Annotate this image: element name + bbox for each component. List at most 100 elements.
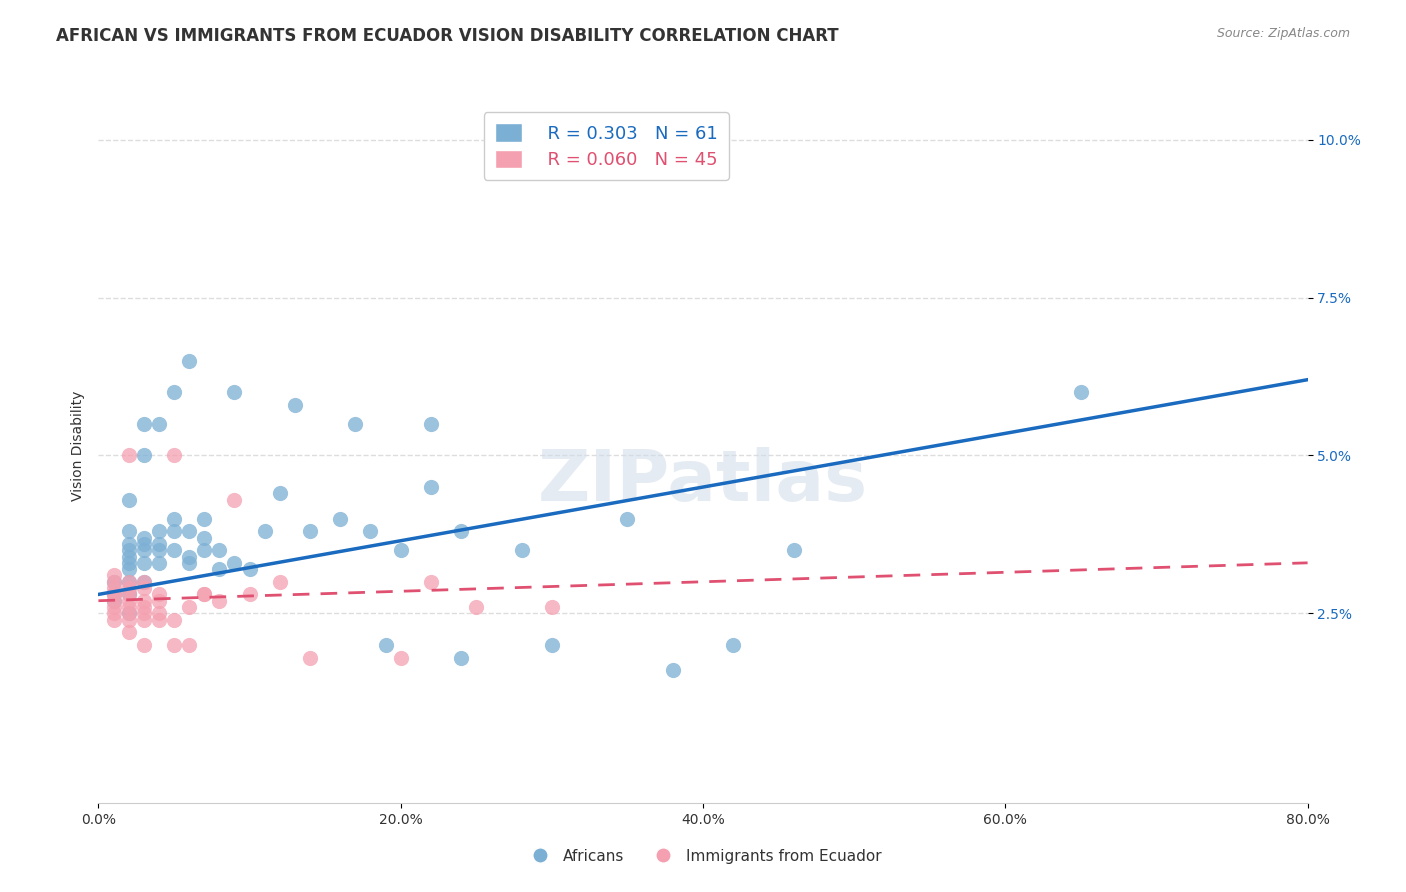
Point (132, 581, 155, 595)
Point (118, 600, 141, 615)
Point (148, 607, 170, 621)
Point (239, 587, 262, 601)
Point (239, 562, 262, 576)
Point (148, 593, 170, 607)
Point (118, 607, 141, 621)
Point (103, 568, 125, 582)
Point (103, 587, 125, 601)
Point (193, 531, 215, 545)
Point (163, 385, 186, 400)
Point (193, 543, 215, 558)
Point (208, 593, 231, 607)
Point (118, 587, 141, 601)
Point (329, 511, 352, 525)
Point (103, 600, 125, 615)
Point (118, 549, 141, 564)
Point (420, 417, 443, 431)
Point (193, 587, 215, 601)
Point (132, 556, 155, 570)
Point (661, 663, 683, 677)
Point (103, 593, 125, 607)
Point (148, 587, 170, 601)
Point (723, 638, 745, 652)
Point (148, 417, 170, 431)
Point (224, 492, 246, 507)
Point (450, 524, 472, 539)
Legend: Africans, Immigrants from Ecuador: Africans, Immigrants from Ecuador (519, 843, 887, 870)
Point (224, 556, 246, 570)
Point (420, 480, 443, 494)
Point (299, 524, 322, 539)
Text: ZIPatlas: ZIPatlas (538, 447, 868, 516)
Point (420, 574, 443, 589)
Point (148, 613, 170, 627)
Point (208, 562, 231, 576)
Point (193, 587, 215, 601)
Point (179, 524, 201, 539)
Point (118, 537, 141, 551)
Point (344, 417, 367, 431)
Point (132, 600, 155, 615)
Point (103, 587, 125, 601)
Point (118, 492, 141, 507)
Point (132, 574, 155, 589)
Point (148, 543, 170, 558)
Point (540, 638, 562, 652)
Point (103, 574, 125, 589)
Point (269, 574, 291, 589)
Point (118, 587, 141, 601)
Point (163, 613, 186, 627)
Point (163, 449, 186, 463)
Point (118, 543, 141, 558)
Point (132, 531, 155, 545)
Point (224, 385, 246, 400)
Point (389, 650, 412, 665)
Point (360, 524, 382, 539)
Point (118, 581, 141, 595)
Point (179, 549, 201, 564)
Point (118, 593, 141, 607)
Point (103, 574, 125, 589)
Point (179, 638, 201, 652)
Point (132, 607, 155, 621)
Point (132, 543, 155, 558)
Point (163, 511, 186, 525)
Point (163, 543, 186, 558)
Point (118, 449, 141, 463)
Legend:   R = 0.303   N = 61,   R = 0.060   N = 45: R = 0.303 N = 61, R = 0.060 N = 45 (484, 112, 728, 180)
Point (148, 556, 170, 570)
Point (450, 650, 472, 665)
Text: Source: ZipAtlas.com: Source: ZipAtlas.com (1216, 27, 1350, 40)
Point (118, 574, 141, 589)
Point (132, 613, 155, 627)
Point (118, 556, 141, 570)
Point (193, 511, 215, 525)
Point (1070, 385, 1092, 400)
Point (163, 638, 186, 652)
Point (132, 537, 155, 551)
Point (179, 600, 201, 615)
Point (389, 543, 412, 558)
Point (132, 449, 155, 463)
Point (103, 593, 125, 607)
Point (132, 638, 155, 652)
Point (163, 524, 186, 539)
Point (208, 543, 231, 558)
Point (148, 537, 170, 551)
Point (103, 607, 125, 621)
Point (103, 587, 125, 601)
Y-axis label: Vision Disability: Vision Disability (70, 391, 84, 501)
Point (179, 556, 201, 570)
Point (118, 613, 141, 627)
Point (299, 650, 322, 665)
Point (132, 574, 155, 589)
Point (510, 543, 533, 558)
Point (132, 593, 155, 607)
Point (540, 600, 562, 615)
Point (118, 625, 141, 640)
Point (253, 524, 276, 539)
Point (269, 486, 291, 500)
Point (465, 600, 488, 615)
Point (132, 417, 155, 431)
Point (118, 574, 141, 589)
